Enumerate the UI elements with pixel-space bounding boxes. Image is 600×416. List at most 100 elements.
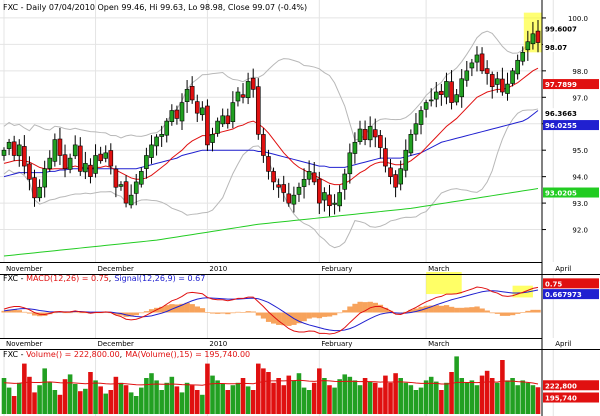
macd-hist-bar [474, 306, 480, 313]
macd-panel: 0.75 0.667973 November December 2010 Februar… [1, 272, 599, 348]
candle-up [83, 163, 88, 173]
volume-bar-up [93, 380, 98, 414]
candle-down [98, 153, 103, 162]
volume-ma-legend-label: MA(Volume(),15) = 195,740.00 [125, 350, 250, 359]
volume-bar-up [235, 382, 241, 414]
candle-up [505, 83, 510, 94]
macd-hist-bar [271, 312, 277, 324]
candle-down [439, 90, 444, 95]
bollinger-band [3, 30, 539, 249]
price-x-tick-label: November [6, 265, 43, 273]
volume-bar-up [184, 382, 190, 414]
volume-bar-down [383, 375, 388, 414]
candle-down [535, 30, 541, 43]
macd-hist-bar [372, 302, 378, 313]
volume-bar-down [271, 382, 276, 414]
ma-short-line [3, 67, 539, 186]
macd-hist-bar [276, 312, 282, 325]
candle-up [408, 134, 414, 154]
volume-bar-up [245, 386, 251, 414]
candle-up [210, 134, 215, 143]
volume-bar-up [525, 382, 531, 414]
candle-up [444, 81, 449, 98]
macd-hist-bar [148, 309, 155, 313]
macd-hist-bar [321, 312, 328, 317]
volume-bar-up [433, 381, 439, 414]
volume-title-prefix: FXC - [3, 350, 26, 359]
candle-up [159, 134, 164, 137]
macd-hist-bar [184, 302, 190, 313]
volume-bar-up [291, 380, 297, 414]
macd-hist-bar [67, 312, 73, 314]
macd-hist-bar [143, 311, 150, 313]
price-panel-title: FXC - Daily 07/04/2010 Open 99.46, Hi 99… [3, 3, 307, 12]
macd-hist-bar [423, 305, 429, 313]
volume-bar-down [479, 375, 485, 414]
macd-badge-label: 0.667973 [545, 291, 582, 299]
price-badge [543, 79, 599, 90]
macd-x-tick-label: December [98, 340, 134, 348]
candle-up [306, 171, 312, 180]
volume-bar-up [495, 382, 500, 414]
volume-bar-down [11, 396, 17, 414]
macd-hist-bar [286, 312, 292, 326]
volume-bar-down [240, 378, 246, 414]
volume-ma-line [3, 379, 539, 386]
volume-bar-up [408, 385, 414, 414]
candle-down [479, 53, 485, 72]
band-upper-line [3, 30, 539, 141]
macd-hist-bar [220, 312, 226, 314]
candle-up [67, 157, 73, 170]
candle-up [133, 181, 139, 194]
macd-hist-bar [209, 312, 216, 314]
volume-badge-label: 195,740 [545, 395, 577, 403]
volume-bar-up [418, 387, 424, 414]
candle-up [245, 81, 251, 99]
macd-hist-bar [230, 312, 236, 314]
candle-up [495, 78, 500, 85]
macd-hist-bar [382, 307, 389, 313]
price-badge-label: 96.3663 [545, 110, 577, 118]
candle-down [449, 81, 454, 103]
volume-bar-down [281, 385, 287, 414]
volume-bar-down [276, 378, 281, 414]
macd-hist-bar [535, 309, 541, 313]
volume-bar-up [413, 390, 419, 414]
candle-down [189, 86, 195, 101]
macd-hist-bar [1, 310, 7, 313]
moving-averages [3, 67, 539, 257]
price-x-tick-label: March [428, 265, 449, 273]
macd-hist-bar [138, 312, 145, 314]
candle-down [22, 146, 27, 167]
candle-up [413, 123, 419, 135]
macd-hist-bar [316, 312, 323, 319]
price-badge-label: 93.0205 [545, 190, 577, 198]
volume-bar-down [250, 390, 256, 414]
macd-hist-bar [82, 312, 89, 314]
macd-hist-bar [174, 304, 180, 313]
candle-down [489, 74, 495, 88]
candle-up [530, 33, 536, 45]
macd-hist-bar [260, 312, 267, 319]
volume-bar-up [403, 382, 409, 414]
price-y-tick-label: 92.0 [572, 227, 588, 235]
candle-up [454, 94, 459, 103]
candle-down [11, 141, 17, 156]
volume-bar-up [159, 390, 164, 414]
macd-hist-bar [296, 312, 302, 324]
macd-hist-bar [433, 305, 440, 313]
macd-hist-bar [377, 304, 384, 313]
price-badge-label: 98.07 [545, 44, 567, 52]
volume-bar-up [200, 394, 205, 414]
macd-hist-bar [494, 312, 501, 314]
price-y-tick-label: 94.0 [572, 174, 588, 182]
candle-up [342, 173, 348, 190]
volume-bar-down [500, 360, 505, 414]
signal-line [3, 289, 539, 332]
candle-up [464, 70, 470, 81]
volume-badge [543, 392, 599, 403]
ma-long-line [3, 110, 539, 178]
candle-up [6, 141, 12, 149]
macd-badge [543, 278, 599, 289]
candle-down [286, 193, 292, 204]
